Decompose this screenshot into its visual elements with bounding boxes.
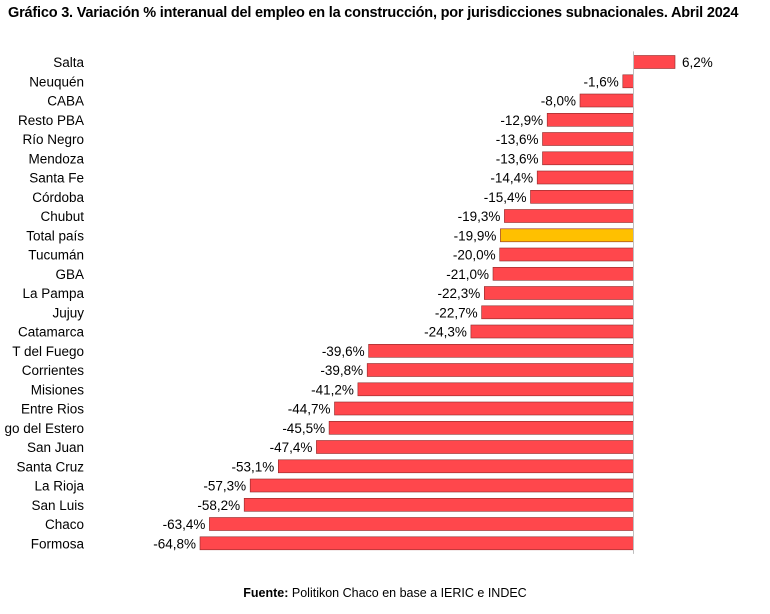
value-label-10: -20,0% [453,248,496,263]
category-label-3: Resto PBA [18,113,84,128]
category-label-16: Corrientes [22,363,85,378]
bar-2 [579,93,634,108]
value-label-12: -22,3% [438,286,481,301]
bar-chart: Salta Neuquén CABA Resto PBA Río Negro Mendoz… [4,51,713,554]
category-label-15: T del Fuego [12,344,84,359]
value-label-14: -24,3% [424,325,467,340]
category-label-13: Jujuy [52,305,84,320]
bar-14 [470,324,634,339]
value-label-22: -57,3% [203,479,246,494]
value-label-6: -14,4% [490,171,533,186]
bar-15 [368,343,634,358]
category-label-6: Santa Fe [29,171,84,186]
value-label-15: -39,6% [322,344,365,359]
category-label-14: Catamarca [18,325,85,340]
category-label-18: Entre Rios [21,402,84,417]
bar-24 [209,517,634,531]
bar-3 [546,113,634,127]
category-label-0: Salta [53,55,84,70]
bar-7 [530,190,634,204]
value-label-23: -58,2% [197,498,240,513]
bar-25 [199,536,634,551]
value-label-0: 6,2% [682,55,713,70]
bar-22 [249,478,634,493]
bar-0 [633,55,676,69]
value-label-5: -13,6% [496,151,539,166]
category-label-25: Formosa [31,536,85,551]
category-label-8: Chubut [40,209,84,224]
value-label-13: -22,7% [435,305,478,320]
bar-11 [492,266,634,281]
bar-9 [500,228,634,243]
category-label-11: GBA [55,267,84,282]
source-note: Fuente: Politikon Chaco en base a IERIC … [0,586,770,600]
value-label-3: -12,9% [500,113,543,128]
value-label-9: -19,9% [454,228,497,243]
value-label-8: -19,3% [458,209,501,224]
category-label-20: San Juan [27,440,84,455]
value-label-1: -1,6% [584,74,619,89]
category-label-10: Tucumán [28,248,84,263]
category-label-1: Neuquén [29,74,84,89]
value-label-17: -41,2% [311,382,354,397]
category-label-12: La Pampa [22,286,84,301]
value-label-2: -8,0% [541,94,576,109]
value-label-11: -21,0% [446,267,489,282]
bar-16 [366,363,634,377]
category-label-22: La Rioja [34,479,84,494]
value-label-20: -47,4% [270,440,313,455]
source-text: Politikon Chaco en base a IERIC e INDEC [288,586,527,600]
category-label-17: Misiones [31,382,85,397]
category-label-24: Chaco [45,517,84,532]
bar-12 [483,286,634,300]
bar-20 [316,440,634,454]
value-label-21: -53,1% [232,459,275,474]
bar-19 [328,420,634,435]
value-label-7: -15,4% [484,190,527,205]
bar-23 [243,497,634,512]
category-labels: Salta Neuquén CABA Resto PBA Río Negro Mendoz… [4,55,84,551]
value-label-19: -45,5% [282,421,325,436]
value-labels: 6,2% -1,6% -8,0% -12,9% -13,6% -13,6% -14,4% -1… [153,55,713,551]
category-label-4: Río Negro [22,132,84,147]
bar-5 [542,151,634,166]
bar-6 [536,170,634,185]
category-label-21: Santa Cruz [16,459,84,474]
category-label-5: Mendoza [28,151,84,166]
bar-13 [481,305,634,320]
category-label-7: Córdoba [32,190,84,205]
value-label-24: -63,4% [163,517,206,532]
bar-18 [334,401,634,416]
value-label-18: -44,7% [288,402,331,417]
category-label-19: go del Estero [4,421,84,436]
bars-group [199,55,676,551]
category-label-9: Total país [26,228,84,243]
bar-10 [499,247,634,262]
bar-1 [622,74,634,89]
source-label: Fuente: [243,586,289,600]
bar-17 [357,382,634,397]
value-label-4: -13,6% [496,132,539,147]
chart-title: Gráfico 3. Variación % interanual del em… [8,5,739,21]
bar-21 [277,459,634,474]
value-label-16: -39,8% [320,363,363,378]
category-label-23: San Luis [31,498,84,513]
category-label-2: CABA [47,94,84,109]
bar-8 [504,209,634,223]
value-label-25: -64,8% [153,536,196,551]
bar-4 [542,132,634,146]
